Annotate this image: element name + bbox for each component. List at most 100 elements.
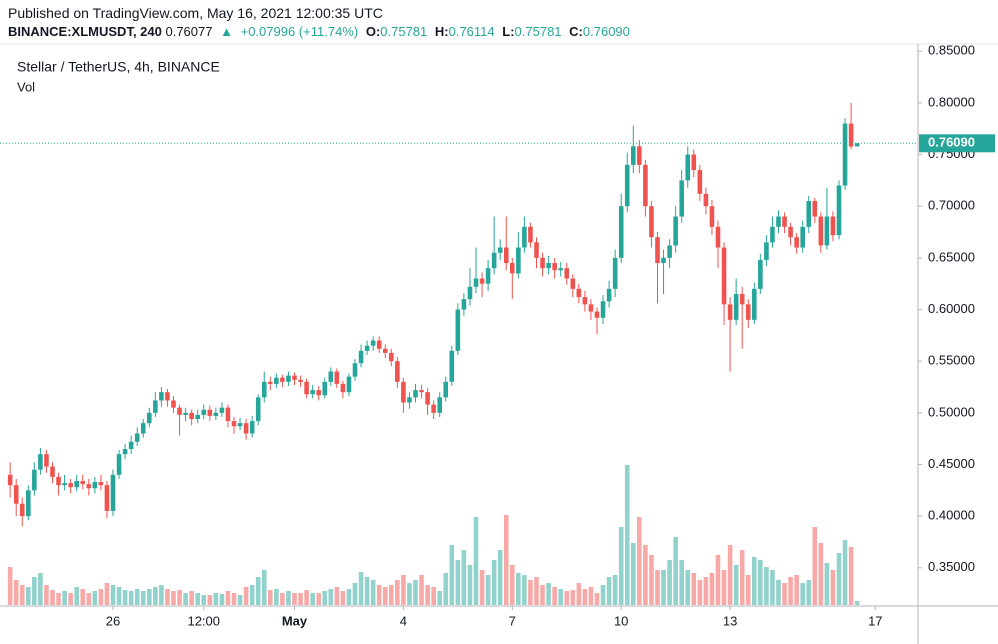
volume-bar [122, 590, 128, 605]
volume-bar [818, 543, 824, 605]
candle-body [358, 350, 364, 364]
volume-bar [255, 577, 261, 605]
volume-bar [80, 589, 86, 605]
candle-body [274, 377, 279, 384]
volume-bar [582, 589, 588, 605]
volume-bar [322, 591, 328, 605]
o-label: O: [365, 24, 381, 39]
candle-body [268, 381, 273, 384]
volume-bar [159, 585, 164, 605]
volume-bar [752, 557, 757, 605]
volume-bar [764, 567, 769, 605]
candle-body [800, 226, 805, 248]
candle-body [812, 201, 818, 217]
candle-body [745, 304, 751, 320]
volume-bar [274, 589, 279, 605]
candle-body [189, 412, 194, 420]
y-tick-label: 0.80000 [928, 94, 975, 109]
candle-body [213, 412, 219, 416]
candle-body [134, 433, 140, 442]
candle-body [739, 294, 745, 305]
candle-body [522, 226, 527, 248]
candle-body [582, 297, 588, 305]
volume-bar [510, 565, 515, 605]
candle-body [594, 311, 600, 318]
volume-bar [540, 585, 545, 605]
candle-body [842, 123, 848, 186]
candle-body [691, 154, 697, 171]
volume-bar [340, 591, 346, 605]
candle-body [98, 482, 104, 486]
candle-body [854, 143, 860, 147]
volume-bar [497, 550, 503, 605]
candle-body [225, 407, 231, 422]
volume-bar [183, 593, 188, 605]
volume-bar [824, 563, 830, 605]
candle-body [13, 485, 19, 504]
candle-body [346, 376, 352, 393]
candle-body [207, 409, 213, 416]
volume-bar [449, 545, 455, 605]
volume-bar [461, 550, 467, 605]
candle-body [431, 404, 436, 413]
arrow: ▲ [220, 24, 233, 39]
volume-bar [546, 583, 551, 605]
y-tick-label: 0.45000 [928, 456, 975, 471]
candle-body [612, 257, 618, 289]
candle-body [703, 193, 709, 207]
candle-body [159, 392, 164, 401]
candle-body [758, 259, 763, 289]
candle-body [558, 268, 563, 271]
x-tick-label: 12:00 [187, 613, 220, 628]
candle-body [534, 242, 539, 258]
candle-body [497, 247, 503, 253]
candle-body [467, 286, 473, 300]
candle-body [764, 242, 769, 260]
candle-body [709, 206, 715, 227]
candle-body [92, 482, 98, 489]
candle-body [818, 216, 824, 246]
candle-body [824, 216, 830, 246]
candle-body [752, 288, 757, 320]
volume-bar [703, 577, 709, 605]
volume-bar [842, 540, 848, 605]
volume-bar [189, 591, 194, 605]
volume-bar [528, 580, 533, 605]
volume-bar [600, 585, 606, 605]
y-tick-label: 0.35000 [928, 559, 975, 574]
candle-body [540, 257, 545, 269]
candle-body [673, 216, 678, 246]
volume-bar [50, 590, 55, 605]
volume-bar [485, 575, 491, 605]
volume-bar [606, 577, 612, 605]
y-tick-label: 0.65000 [928, 249, 975, 264]
candle-body [26, 490, 31, 517]
volume-bar [812, 527, 818, 605]
volume-bar [733, 565, 739, 605]
candle-body [425, 392, 430, 405]
volume-bar [709, 573, 715, 605]
candle-body [806, 201, 812, 227]
candle-body [618, 206, 624, 258]
volume-bar [376, 585, 382, 605]
candle-body [116, 454, 122, 475]
volume-bar [637, 517, 642, 605]
volume-bar [685, 570, 691, 605]
volume-bar [467, 565, 473, 605]
candle-body [661, 257, 666, 264]
volume-bar [225, 591, 231, 605]
candle-body [770, 226, 775, 243]
candle-body [649, 206, 654, 238]
candle-body [788, 226, 793, 238]
candle-body [382, 348, 388, 353]
volume-bar [407, 583, 412, 605]
volume-bar [425, 585, 430, 605]
candle-body [50, 466, 55, 477]
volume-bar [26, 587, 31, 605]
candle-body [7, 474, 13, 486]
candle-body [546, 263, 551, 269]
volume-bar [171, 591, 176, 605]
candle-body [685, 154, 691, 181]
volume-bar [516, 573, 521, 605]
candle-body [413, 390, 418, 398]
